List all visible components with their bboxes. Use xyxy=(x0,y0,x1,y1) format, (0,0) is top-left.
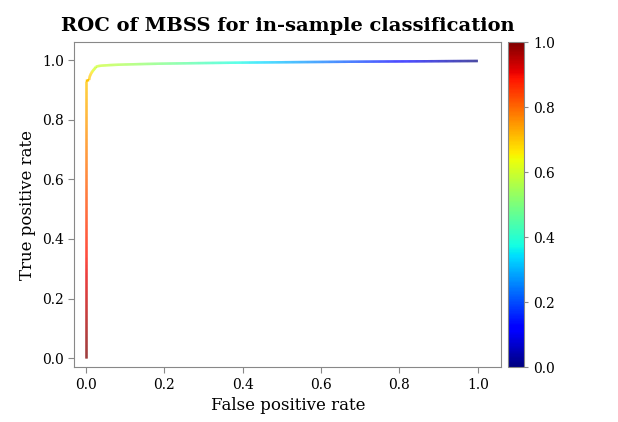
Y-axis label: True positive rate: True positive rate xyxy=(19,130,36,280)
X-axis label: False positive rate: False positive rate xyxy=(211,397,365,414)
Title: ROC of MBSS for in-sample classification: ROC of MBSS for in-sample classification xyxy=(61,17,515,35)
